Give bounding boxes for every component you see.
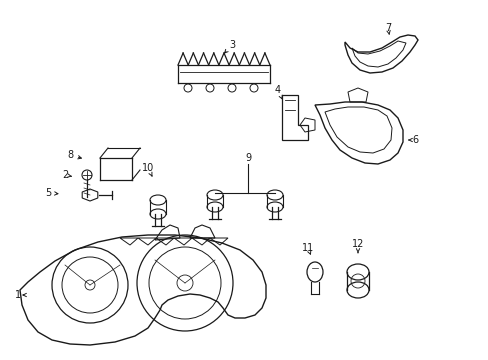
Text: 7: 7	[384, 23, 390, 33]
Text: 2: 2	[62, 170, 68, 180]
Text: 12: 12	[351, 239, 364, 249]
Text: 5: 5	[45, 188, 51, 198]
Text: 8: 8	[67, 150, 73, 160]
Text: 6: 6	[411, 135, 417, 145]
Text: 10: 10	[142, 163, 154, 173]
Text: 4: 4	[274, 85, 281, 95]
Text: 3: 3	[228, 40, 235, 50]
Text: 9: 9	[244, 153, 250, 163]
Text: 1: 1	[15, 290, 21, 300]
Text: 11: 11	[301, 243, 313, 253]
